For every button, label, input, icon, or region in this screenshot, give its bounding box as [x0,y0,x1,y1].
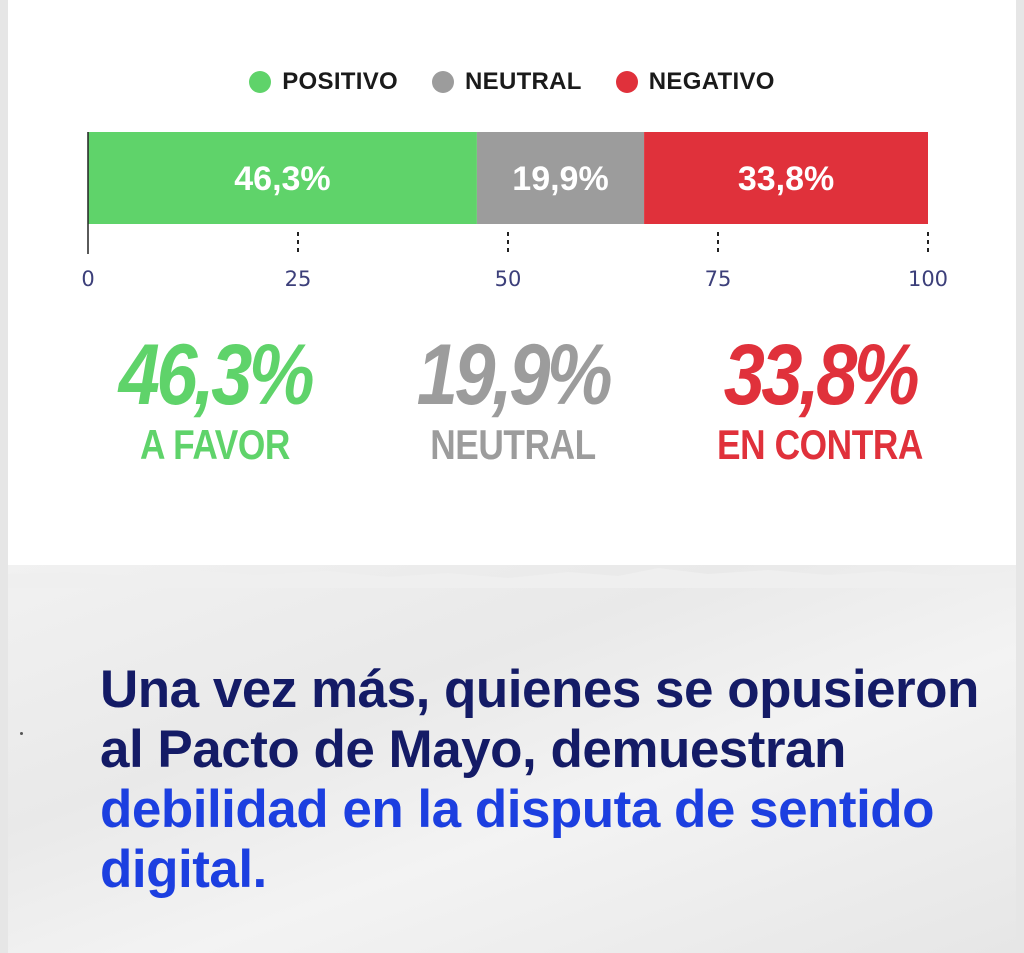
legend-label-positivo: POSITIVO [282,68,399,95]
stat-positive-value: 46,3% [118,327,315,423]
bar-label-positivo: 46,3% [234,160,330,198]
axis-tick-label: 50 [495,267,522,291]
headline: Una vez más, quienes se opusieron al Pac… [100,660,980,900]
stat-negative-value: 33,8% [723,327,920,423]
legend-item-positivo: POSITIVO [249,68,398,96]
bar-segment-positivo [88,132,477,224]
paper-speck [20,732,23,735]
headline-main-text: Una vez más, quienes se opusieron al Pac… [100,660,979,779]
infographic-card: POSITIVO NEUTRAL NEGATIVO 46,3% 19,9% 33,8… [8,0,1016,953]
legend-item-neutral: NEUTRAL [432,68,582,96]
bar-segment-neutral [476,132,645,224]
stat-neutral: 19,9% NEUTRAL [393,330,633,470]
bar-label-negativo: 33,8% [738,160,834,198]
legend-label-negativo: NEGATIVO [648,68,775,95]
stats-row: 46,3% A FAVOR 19,9% NEUTRAL 33,8% EN CON… [8,330,1016,490]
bar-segment-negativo [644,132,928,224]
stat-positive-caption: A FAVOR [140,421,290,468]
stat-negative-caption: EN CONTRA [717,421,923,468]
axis-tick-label: 25 [285,267,312,291]
stat-neutral-caption: NEUTRAL [430,421,596,468]
torn-paper-background [8,565,1016,953]
right-frame-border [1016,0,1024,953]
legend-dot-negativo [615,71,638,93]
axis-tick-label: 75 [705,267,732,291]
stat-negative: 33,8% EN CONTRA [690,330,950,470]
headline-highlight-text: debilidad en la disputa de sentido digit… [100,780,935,899]
left-frame-border [0,0,8,953]
legend-dot-positivo [249,71,272,93]
stat-neutral-value: 19,9% [416,327,613,423]
axis-tick-label: 100 [908,267,948,291]
legend-dot-neutral [432,71,455,93]
legend-item-negativo: NEGATIVO [615,68,775,96]
stat-positive: 46,3% A FAVOR [90,330,340,470]
bar-label-neutral: 19,9% [512,160,608,198]
torn-paper-edge [8,568,1016,588]
axis-tick-label: 0 [81,267,94,291]
chart-legend: POSITIVO NEUTRAL NEGATIVO [8,68,1016,96]
stacked-bar-chart: 46,3% 19,9% 33,8% 0 25 50 75 100 [81,132,948,291]
legend-label-neutral: NEUTRAL [465,68,582,95]
